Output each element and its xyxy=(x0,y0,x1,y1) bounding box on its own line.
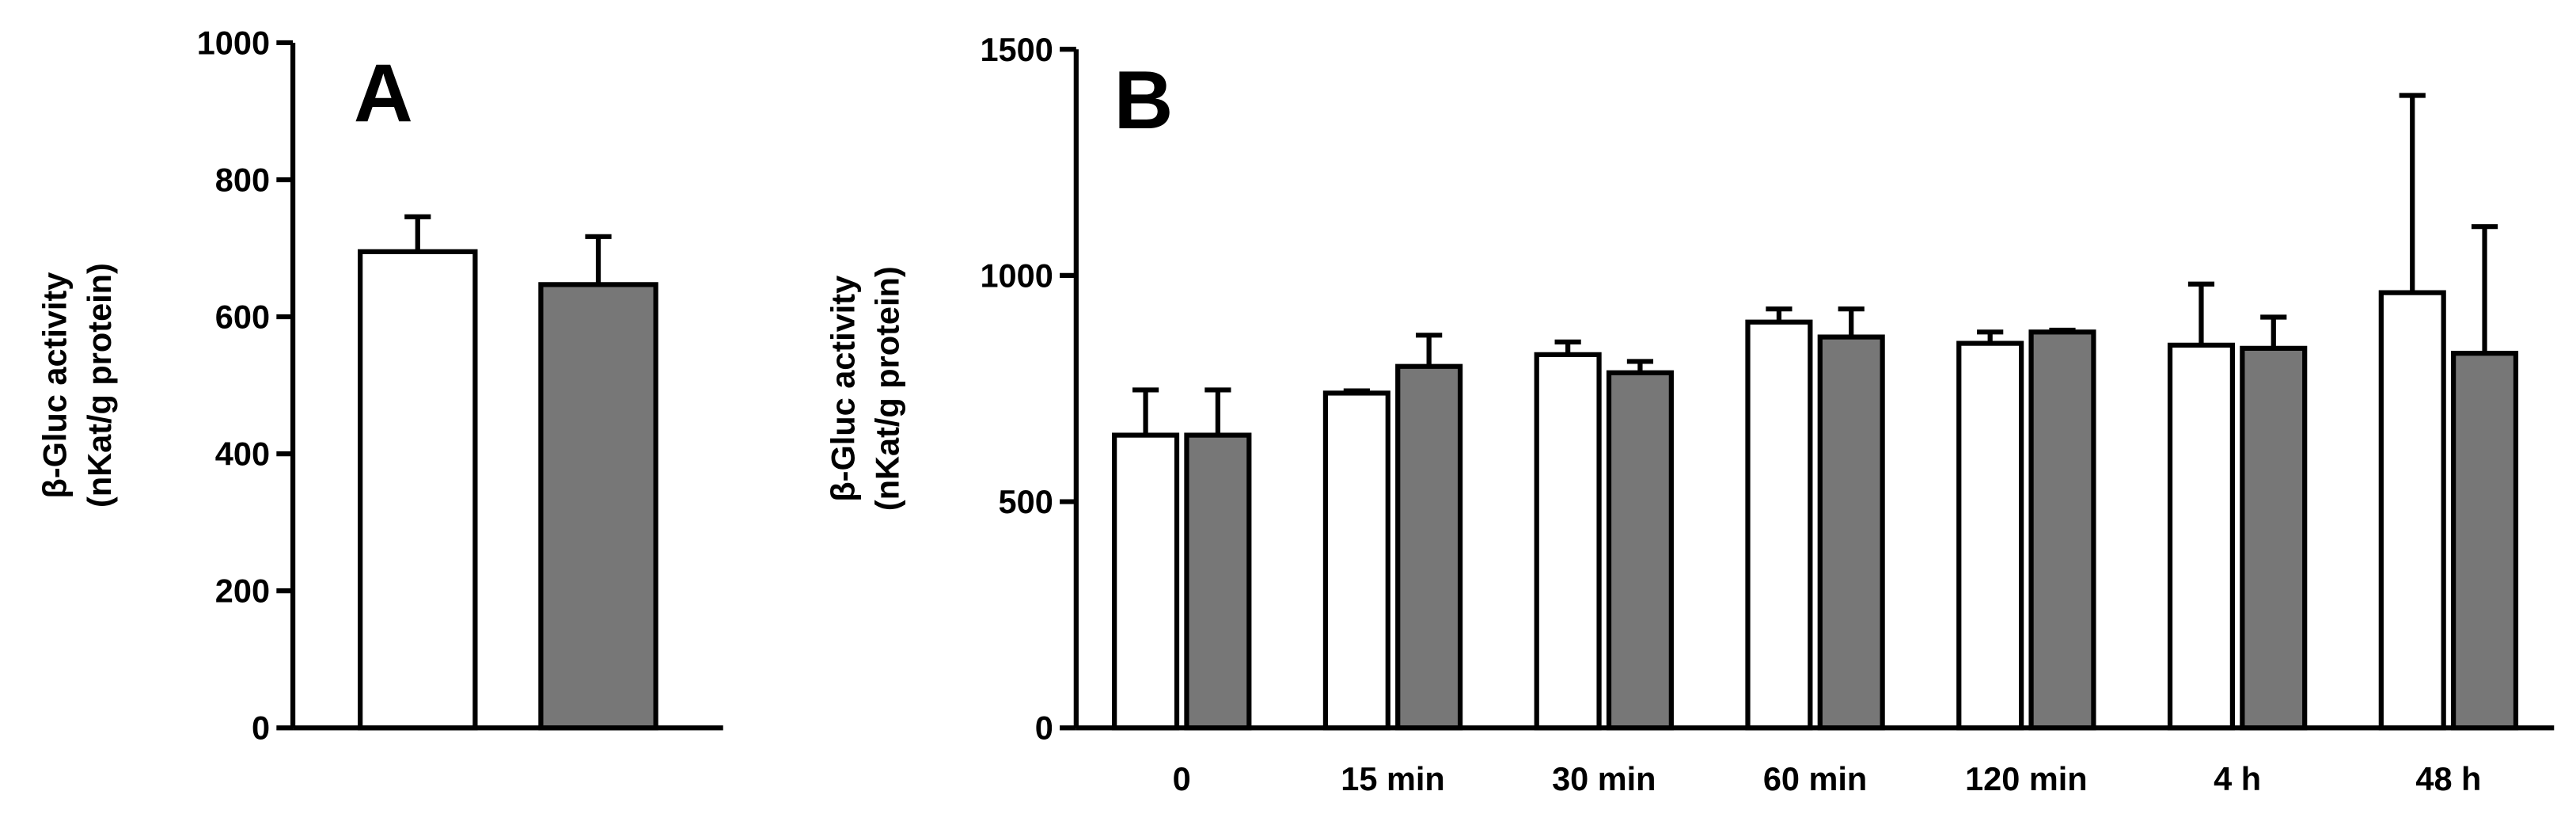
y-tick-label: 0 xyxy=(252,709,270,747)
bar xyxy=(2451,351,2519,731)
y-tick-label: 200 xyxy=(215,572,270,610)
y-tick-label: 500 xyxy=(999,483,1053,520)
panel-label: B xyxy=(1114,54,1174,146)
x-tick-label: 0 xyxy=(1173,760,1191,797)
panel-label: A xyxy=(354,48,413,139)
y-tick-label: 400 xyxy=(215,436,270,473)
x-tick-label: 15 min xyxy=(1341,760,1444,797)
bar xyxy=(2240,345,2308,731)
bar xyxy=(1817,334,1885,731)
bar xyxy=(1745,319,1813,731)
y-tick-label: 1500 xyxy=(980,31,1053,68)
y-axis-label: β-Gluc activity xyxy=(36,272,74,499)
y-tick-label: 0 xyxy=(1035,709,1053,747)
x-tick-label: 60 min xyxy=(1763,760,1867,797)
bar xyxy=(2167,342,2236,731)
y-axis-label: (nKat/g protein) xyxy=(869,266,906,511)
bar xyxy=(1956,340,2024,731)
bar xyxy=(2378,290,2446,731)
y-tick-label: 800 xyxy=(215,162,270,199)
y-axis-label: β-Gluc activity xyxy=(825,276,862,502)
y-tick-label: 600 xyxy=(215,299,270,336)
y-tick-label: 1000 xyxy=(197,24,270,61)
bar xyxy=(1395,363,1463,731)
y-axis-label: (nKat/g protein) xyxy=(81,263,118,508)
bar xyxy=(1184,432,1252,731)
x-tick-label: 30 min xyxy=(1552,760,1656,797)
y-tick-label: 1000 xyxy=(980,257,1053,294)
x-tick-label: 48 h xyxy=(2415,760,2481,797)
bar xyxy=(1534,352,1602,731)
bar xyxy=(1112,432,1180,731)
x-tick-label: 120 min xyxy=(1965,760,2088,797)
bar xyxy=(1322,390,1390,731)
x-tick-label: 4 h xyxy=(2214,760,2261,797)
bar xyxy=(358,249,478,731)
bar xyxy=(2028,329,2096,731)
bar xyxy=(538,282,658,731)
bar xyxy=(1606,370,1674,731)
